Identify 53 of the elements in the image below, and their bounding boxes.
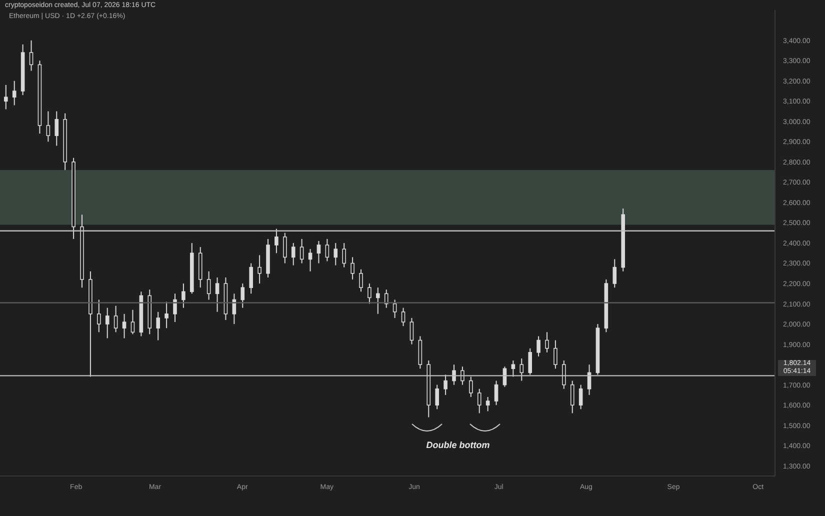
candlestick (520, 358, 524, 382)
candlestick (316, 240, 321, 264)
candlestick (444, 374, 448, 396)
candlestick (342, 242, 346, 268)
candlestick (4, 84, 8, 110)
candlestick (300, 238, 304, 264)
candlestick (325, 238, 330, 262)
candlestick (54, 110, 59, 146)
candlestick (435, 384, 439, 410)
candlestick (283, 232, 287, 264)
candlestick (477, 388, 482, 414)
candlestick (528, 348, 532, 376)
candlestick (578, 384, 583, 410)
candlestick (368, 283, 372, 304)
candlestick (570, 380, 574, 414)
candlestick (308, 248, 312, 272)
candlestick (215, 276, 220, 312)
candlestick (156, 311, 160, 341)
candlestick (122, 313, 126, 339)
candlestick (206, 270, 211, 300)
candlestick (240, 283, 245, 308)
candlestick (182, 283, 186, 308)
candlestick (274, 228, 278, 254)
candlestick (486, 396, 490, 412)
candlestick (12, 80, 16, 106)
candlestick (554, 340, 558, 370)
candlestick (114, 305, 118, 333)
candlestick (401, 307, 406, 327)
candlestick (258, 254, 262, 284)
candlestick (392, 299, 397, 318)
annotation: Double bottom (426, 440, 490, 450)
candlestick (452, 364, 456, 386)
candlestick (249, 262, 253, 294)
candlestick (97, 299, 101, 333)
candlestick (130, 309, 135, 335)
candlestick (334, 242, 338, 266)
candlestick (612, 258, 617, 288)
candlestick (164, 301, 168, 329)
candlestick (376, 287, 380, 314)
candlestick (105, 307, 110, 339)
candlestick (545, 332, 549, 353)
candlestick (511, 360, 516, 378)
candlestick (494, 380, 498, 406)
candlestick (562, 360, 566, 390)
candlestick (469, 376, 473, 398)
candlestick (359, 268, 363, 292)
candlestick (410, 317, 414, 345)
candlestick (536, 336, 540, 357)
candlestick (29, 40, 34, 72)
candlestick (173, 293, 177, 323)
candlestick (46, 110, 50, 142)
candlestick (350, 256, 354, 280)
candlestick (291, 242, 296, 266)
